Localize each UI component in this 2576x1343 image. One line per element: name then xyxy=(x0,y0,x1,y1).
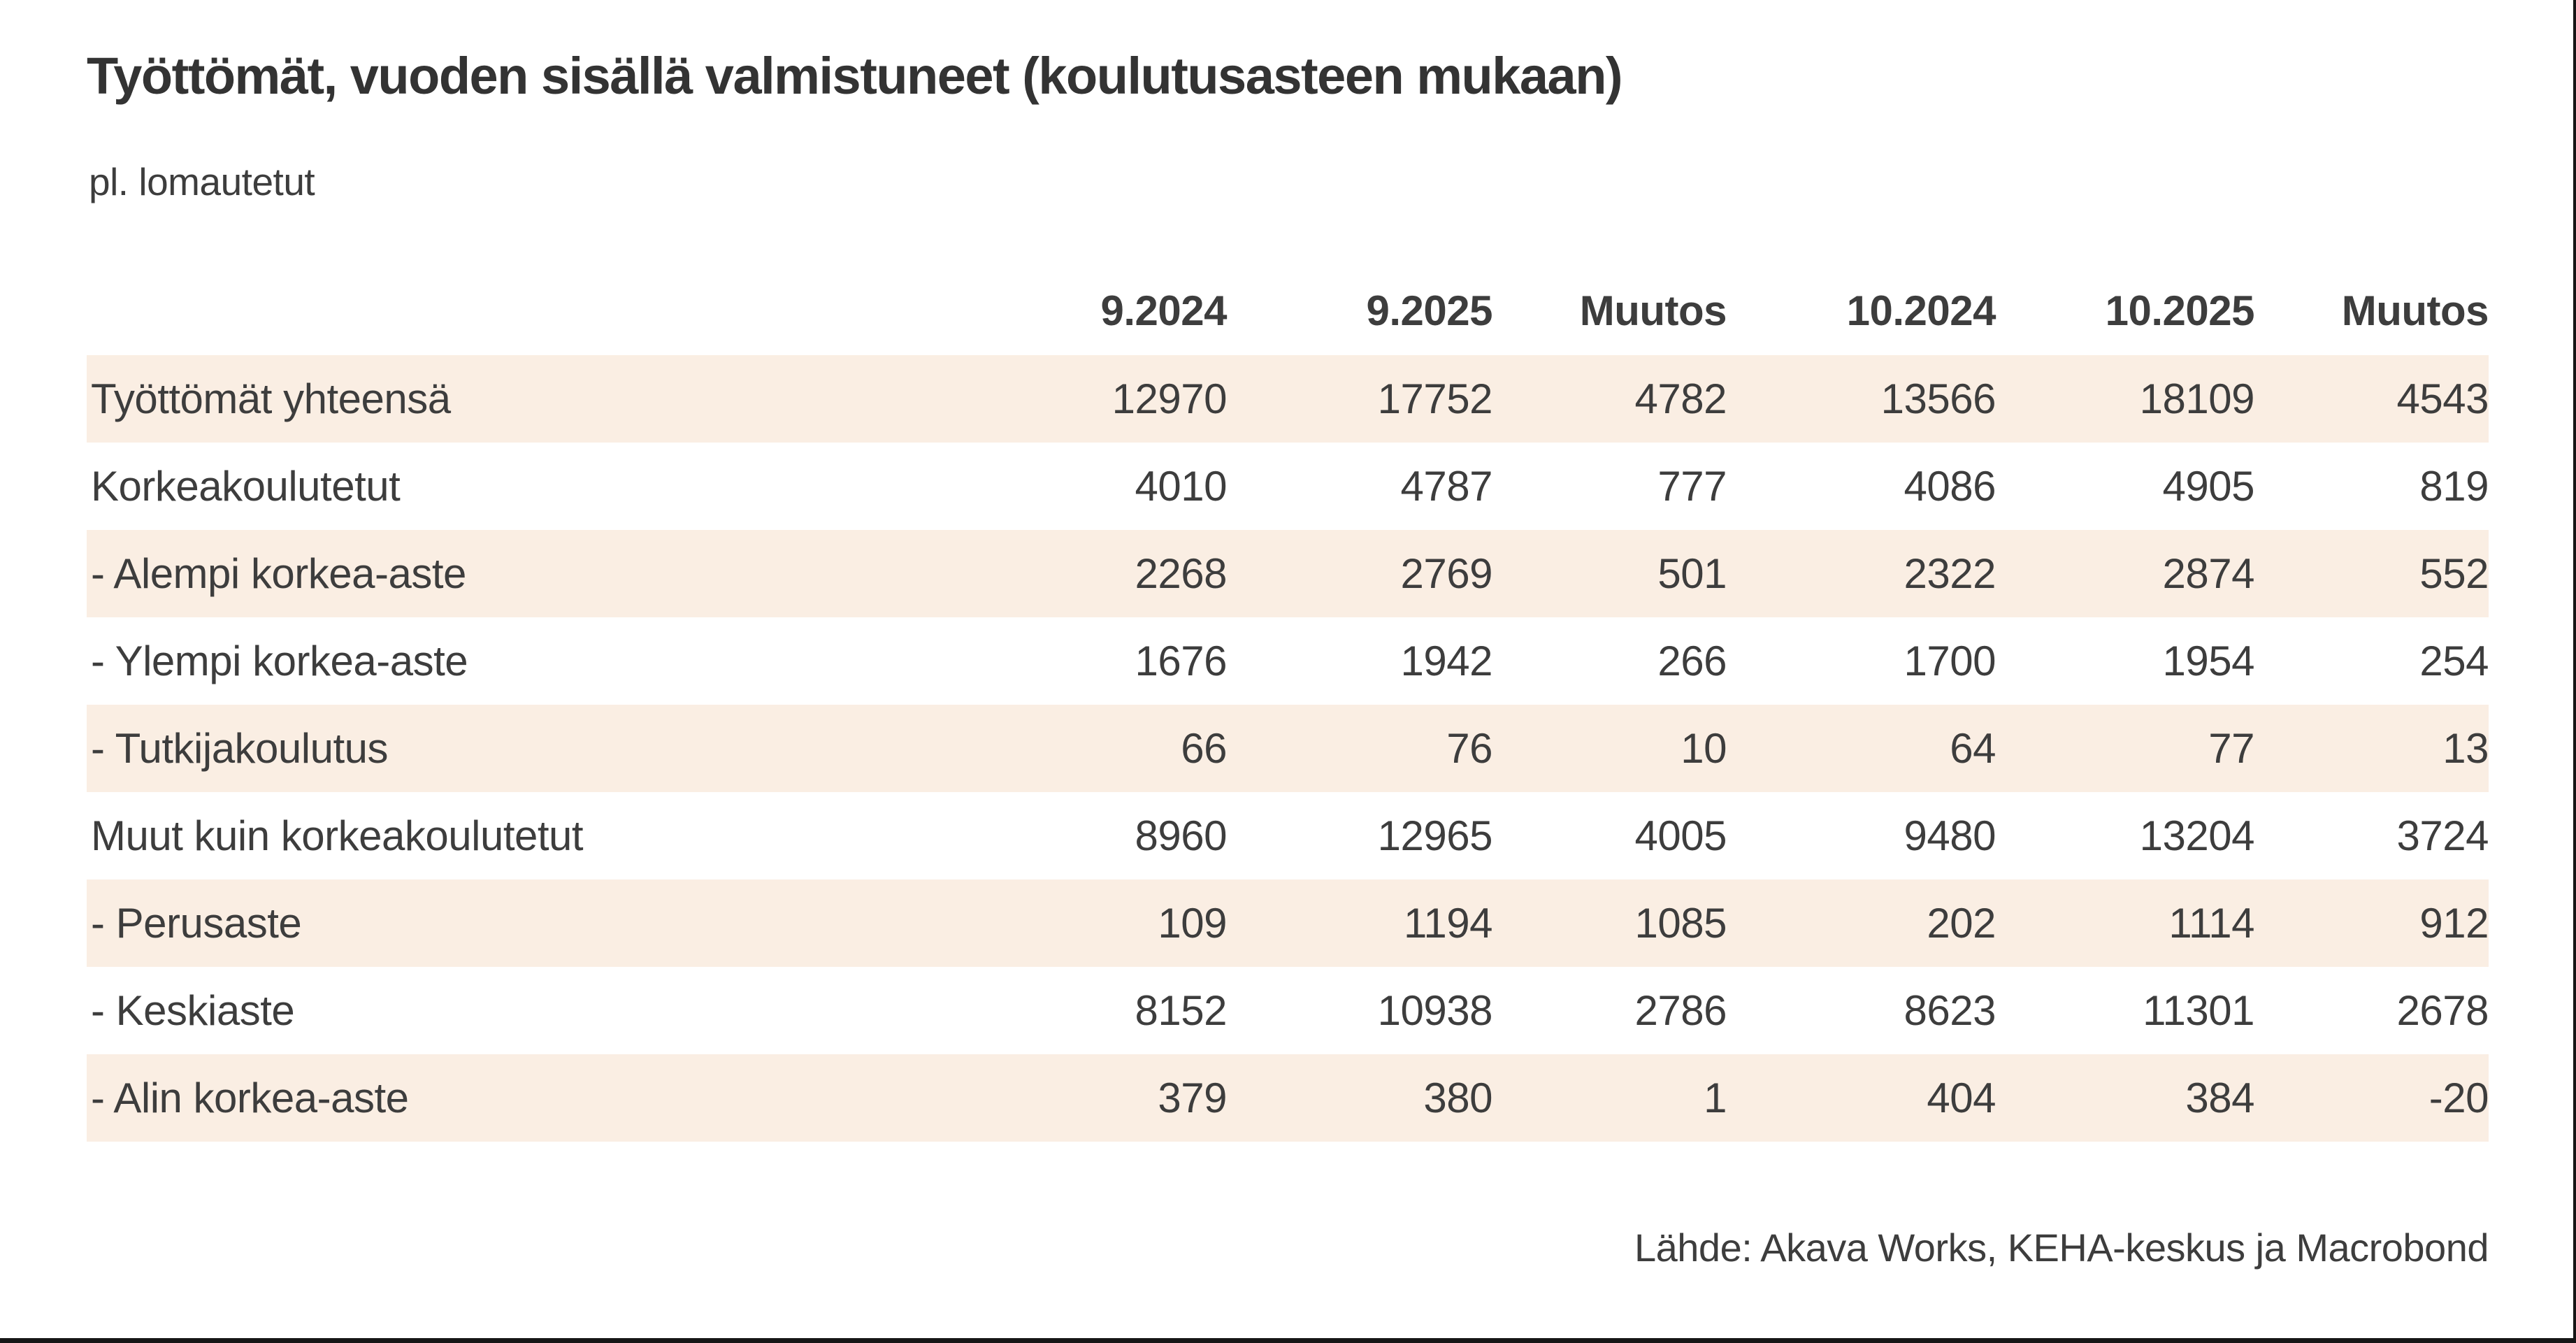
table-row: - Alempi korkea-aste 2268 2769 501 2322 … xyxy=(87,530,2489,617)
row-label: - Alin korkea-aste xyxy=(91,1075,409,1121)
row-label: - Alempi korkea-aste xyxy=(91,550,466,597)
row-label: - Tutkijakoulutus xyxy=(91,725,389,772)
table-row: Työttömät yhteensä 12970 17752 4782 1356… xyxy=(87,355,2489,443)
cell: 66 xyxy=(1181,725,1227,772)
cell: 819 xyxy=(2419,463,2489,510)
row-label: Muut kuin korkeakoulutetut xyxy=(91,812,584,859)
cell: 10938 xyxy=(1377,987,1493,1034)
table-row: Korkeakoulutetut 4010 4787 777 4086 4905… xyxy=(87,443,2489,530)
cell: 77 xyxy=(2208,725,2254,772)
cell: 13 xyxy=(2442,725,2489,772)
cell: 4005 xyxy=(1634,812,1727,859)
table-row: - Alin korkea-aste 379 380 1 404 384 -20 xyxy=(87,1054,2489,1142)
cell: 2786 xyxy=(1634,987,1727,1034)
cell: 380 xyxy=(1423,1075,1492,1121)
cell: 4543 xyxy=(2396,375,2489,422)
cell: 501 xyxy=(1657,550,1727,597)
cell: 109 xyxy=(1158,900,1227,947)
cell: 8152 xyxy=(1135,987,1228,1034)
cell: 4782 xyxy=(1634,375,1727,422)
cell: 254 xyxy=(2419,638,2489,684)
cell: 384 xyxy=(2185,1075,2254,1121)
column-header: Muutos xyxy=(1579,287,1727,334)
cell: 4905 xyxy=(2162,463,2255,510)
cell: 2769 xyxy=(1400,550,1493,597)
cell: 2874 xyxy=(2162,550,2255,597)
data-table: 9.2024 9.2025 Muutos 10.2024 10.2025 Muu… xyxy=(87,266,2489,1142)
table-row: Muut kuin korkeakoulutetut 8960 12965 40… xyxy=(87,792,2489,879)
page-title: Työttömät, vuoden sisällä valmistuneet (… xyxy=(87,47,1623,105)
cell: 2268 xyxy=(1135,550,1228,597)
cell: 2678 xyxy=(2396,987,2489,1034)
cell: 1954 xyxy=(2162,638,2255,684)
column-header: 9.2025 xyxy=(1366,287,1492,334)
row-label: - Perusaste xyxy=(91,900,302,947)
row-label: - Keskiaste xyxy=(91,987,295,1034)
cell: 1700 xyxy=(1904,638,1996,684)
cell: 379 xyxy=(1158,1075,1227,1121)
cell: 1 xyxy=(1704,1075,1727,1121)
row-label: - Ylempi korkea-aste xyxy=(91,638,468,684)
cell: 13566 xyxy=(1880,375,1996,422)
page-subtitle: pl. lomautetut xyxy=(89,160,315,203)
column-header: Muutos xyxy=(2341,287,2489,334)
column-header: 10.2025 xyxy=(2105,287,2255,334)
source-note: Lähde: Akava Works, KEHA-keskus ja Macro… xyxy=(1634,1226,2489,1270)
cell: 17752 xyxy=(1377,375,1493,422)
cell: 9480 xyxy=(1904,812,1996,859)
cell: 404 xyxy=(1927,1075,1996,1121)
right-border-bar xyxy=(2573,0,2576,1343)
cell: 1114 xyxy=(2168,900,2254,947)
cell: 202 xyxy=(1927,900,1996,947)
table-row: - Tutkijakoulutus 66 76 10 64 77 13 xyxy=(87,705,2489,792)
cell: 76 xyxy=(1446,725,1492,772)
cell: 13204 xyxy=(2139,812,2255,859)
row-label: Työttömät yhteensä xyxy=(91,375,451,422)
cell: 1676 xyxy=(1135,638,1228,684)
cell: 3724 xyxy=(2396,812,2489,859)
table-row: - Ylempi korkea-aste 1676 1942 266 1700 … xyxy=(87,617,2489,705)
cell: 1942 xyxy=(1400,638,1493,684)
table-row: - Keskiaste 8152 10938 2786 8623 11301 2… xyxy=(87,967,2489,1054)
cell: 64 xyxy=(1950,725,1996,772)
cell: 1085 xyxy=(1634,900,1727,947)
cell: 11301 xyxy=(2143,987,2254,1034)
cell: 12970 xyxy=(1111,375,1228,422)
cell: 2322 xyxy=(1904,550,1996,597)
cell: 8623 xyxy=(1904,987,1996,1034)
cell: 12965 xyxy=(1377,812,1493,859)
cell: 552 xyxy=(2419,550,2489,597)
cell: 8960 xyxy=(1135,812,1228,859)
row-label: Korkeakoulutetut xyxy=(91,463,401,510)
table-header-row: 9.2024 9.2025 Muutos 10.2024 10.2025 Muu… xyxy=(87,266,2489,355)
column-header: 10.2024 xyxy=(1846,287,1996,334)
cell: 4787 xyxy=(1400,463,1493,510)
column-header: 9.2024 xyxy=(1100,287,1227,334)
cell: 18109 xyxy=(2139,375,2255,422)
table-row: - Perusaste 109 1194 1085 202 1114 912 xyxy=(87,879,2489,967)
cell: -20 xyxy=(2429,1075,2489,1121)
cell: 4010 xyxy=(1135,463,1228,510)
cell: 777 xyxy=(1657,463,1727,510)
cell: 912 xyxy=(2419,900,2489,947)
cell: 1194 xyxy=(1403,900,1493,947)
cell: 4086 xyxy=(1904,463,1996,510)
cell: 266 xyxy=(1657,638,1727,684)
bottom-border-bar xyxy=(0,1338,2576,1343)
cell: 10 xyxy=(1681,725,1727,772)
